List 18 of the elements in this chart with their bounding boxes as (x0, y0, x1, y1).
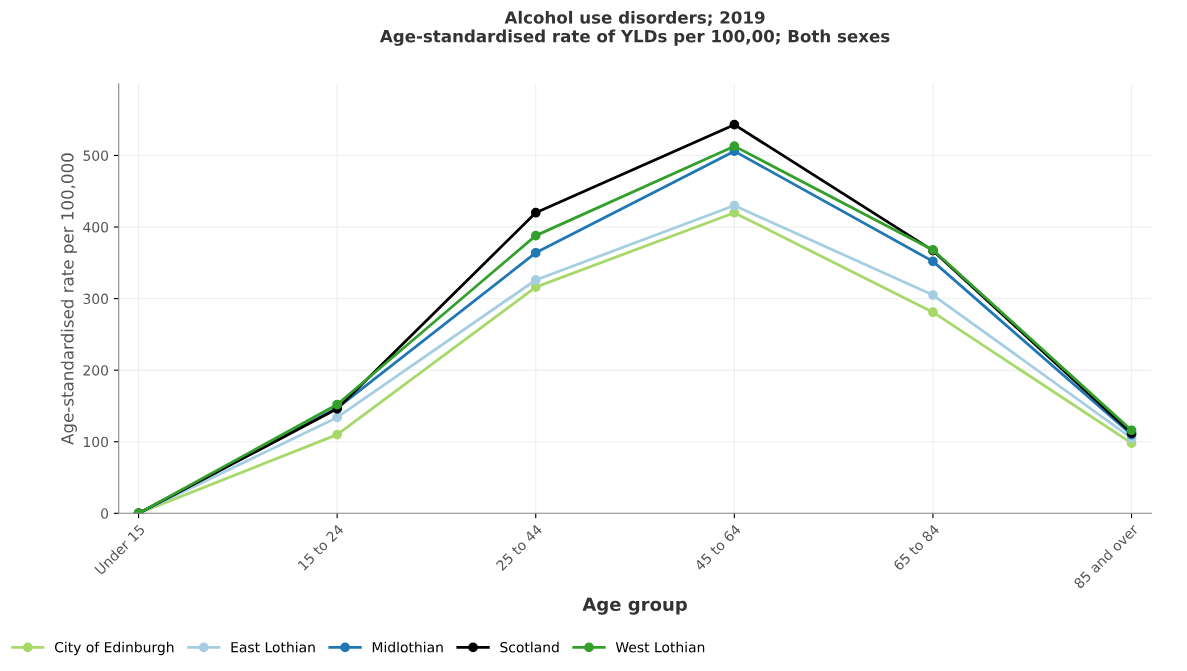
x-tick-label: 15 to 24 (297, 523, 345, 571)
y-tick-label: 300 (83, 293, 109, 305)
legend-label: East Lothian (231, 641, 315, 653)
legend-label: City of Edinburgh (54, 641, 174, 656)
chart-title: Alcohol use disorders; 2019 Age-standardised rate of YLDs per 100,00; Both sexes (379, 10, 890, 46)
y-tick-label: 400 (83, 221, 109, 233)
y-tick-label: 0 (101, 508, 109, 519)
y-axis-title: Age-standardised rate per 100,000 (60, 153, 77, 445)
y-tick-label: 100 (83, 436, 109, 448)
legend-label: Scotland (500, 641, 559, 653)
legend-label: West Lothian (615, 641, 705, 653)
x-tick-label: 25 to 44 (495, 523, 543, 572)
x-tick-label: 65 to 84 (892, 523, 940, 572)
y-tick-label: 500 (83, 150, 109, 161)
x-tick-label: 45 to 64 (693, 523, 742, 572)
legend-label: Midlothian (372, 641, 443, 653)
x-axis-title: Age group (582, 597, 687, 615)
y-tick-label: 200 (83, 365, 109, 376)
